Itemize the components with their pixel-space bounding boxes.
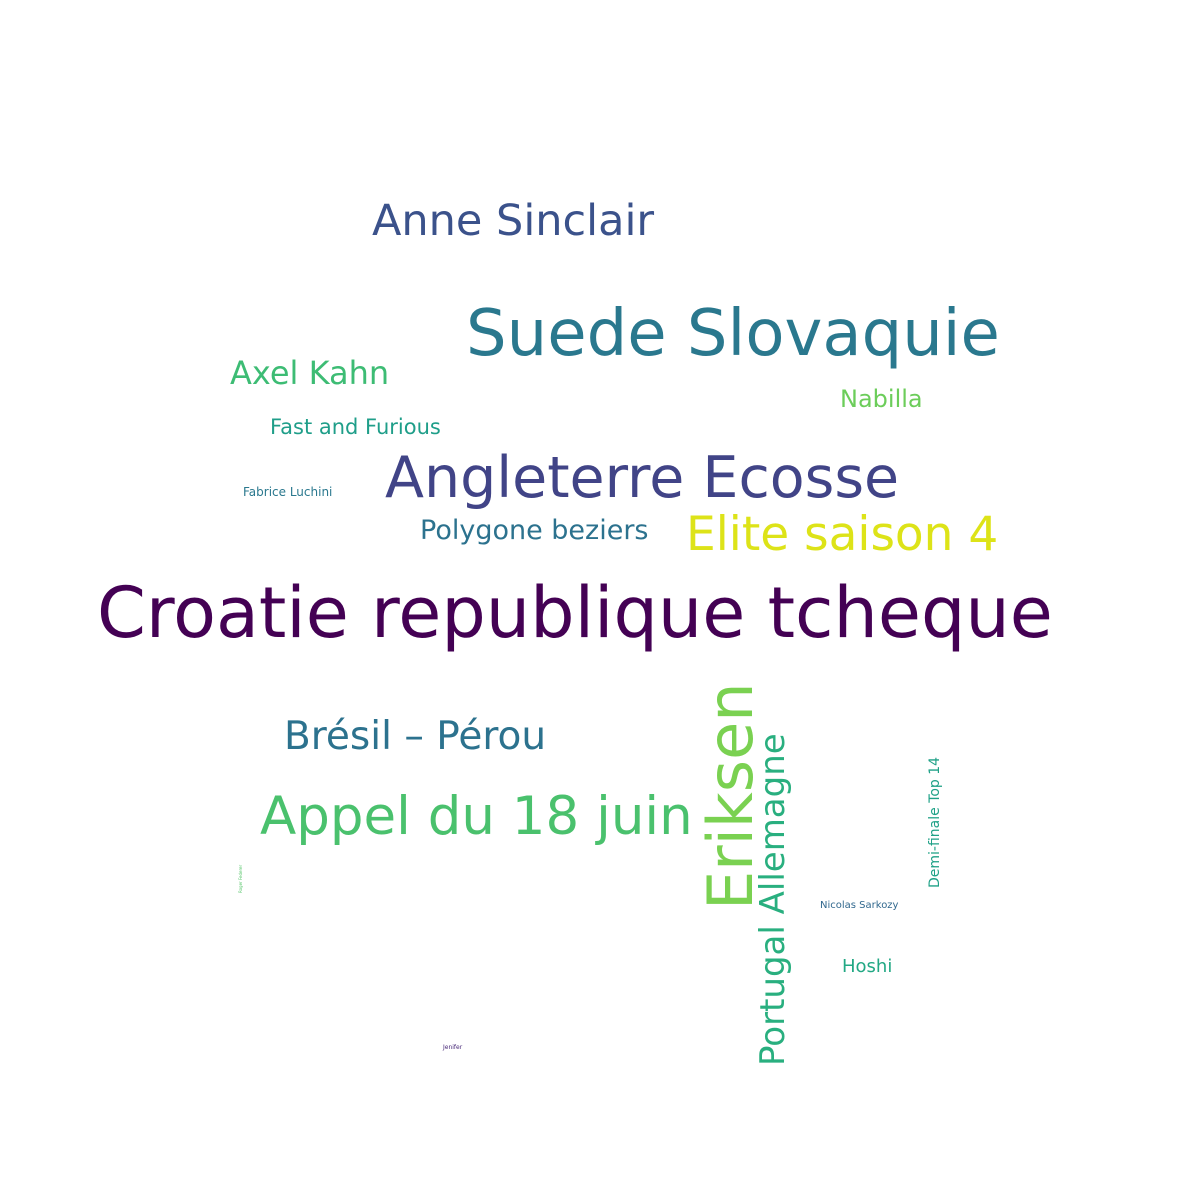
word-tiny-vertical: Roger Federer	[238, 864, 243, 893]
word-fabrice-luchini: Fabrice Luchini	[243, 485, 333, 499]
word-suede-slovaquie: Suede Slovaquie	[466, 297, 1000, 371]
word-croatie-republique-tcheque: Croatie republique tcheque	[97, 572, 1053, 654]
word-appel-du-18-juin: Appel du 18 juin	[260, 786, 693, 847]
word-hoshi: Hoshi	[842, 956, 893, 977]
word-bresil-perou: Brésil – Pérou	[284, 714, 547, 759]
word-axel-kahn: Axel Kahn	[230, 354, 390, 392]
word-nicolas-sarkozy: Nicolas Sarkozy	[820, 900, 899, 911]
word-jenifer: Jenifer	[443, 1044, 463, 1051]
word-elite-saison-4: Elite saison 4	[686, 507, 999, 562]
word-anne-sinclair: Anne Sinclair	[372, 196, 655, 246]
word-nabilla: Nabilla	[840, 385, 923, 413]
word-demi-finale-top-14: Demi-finale Top 14	[927, 756, 943, 888]
word-angleterre-ecosse: Angleterre Ecosse	[385, 445, 900, 511]
word-polygone-beziers: Polygone beziers	[420, 515, 649, 546]
word-fast-and-furious: Fast and Furious	[270, 415, 441, 439]
word-portugal-allemagne: Portugal Allemagne	[753, 733, 793, 1066]
